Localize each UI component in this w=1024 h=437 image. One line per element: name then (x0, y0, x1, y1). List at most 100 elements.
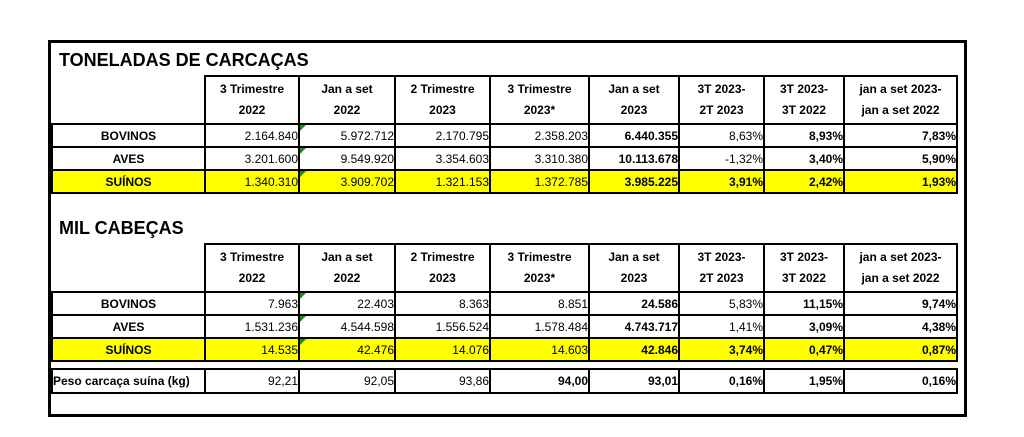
cell-value: 11,15% (802, 296, 843, 311)
cell-value: 9.549.920 (340, 151, 394, 166)
table-row: SUÍNOS 14.535 42.476 14.076 14.603 42.846 3,74… (51, 337, 958, 362)
error-flag-icon (301, 149, 306, 154)
cell-value: 4,38% (921, 319, 956, 334)
cell-value: 8,63% (728, 128, 763, 143)
data-cell: 9.549.920 (298, 146, 396, 171)
row-label: SUÍNOS (51, 337, 206, 362)
cell-value: 14.076 (452, 342, 489, 357)
column-header: 2 Trimestre 2023 (394, 75, 491, 125)
column-header: 3T 2023- 3T 2022 (763, 75, 845, 125)
data-cell: 3,74% (678, 337, 765, 362)
cell-value: 3,09% (808, 319, 843, 334)
table-mil-cabecas: 3 Trimestre 2022 Jan a set 2022 2 Trimestr… (51, 243, 958, 362)
cell-value: 7,83% (921, 128, 956, 143)
row-label: BOVINOS (51, 291, 206, 316)
data-cell: 5,90% (843, 146, 958, 171)
data-cell: 1.340.310 (204, 169, 300, 194)
data-cell: 94,00 (489, 368, 590, 394)
column-header: 3 Trimestre 2023* (489, 75, 590, 125)
data-cell: 1,41% (678, 314, 765, 339)
cell-value: 3,91% (728, 174, 763, 189)
column-header: 3T 2023- 2T 2023 (678, 75, 765, 125)
cell-value: 0,16% (921, 374, 956, 388)
cell-value: 2.164.840 (244, 128, 298, 143)
data-cell: 8.363 (394, 291, 491, 316)
footer-row: Peso carcaça suína (kg) 92,21 92,05 93,86 94… (51, 368, 958, 394)
cell-value: 1.556.524 (435, 319, 489, 334)
data-cell: 42.476 (298, 337, 396, 362)
error-flag-icon (301, 172, 306, 177)
data-cell: 1,93% (843, 169, 958, 194)
footer-row-label: Peso carcaça suína (kg) (51, 368, 206, 394)
cell-value: 1,41% (728, 319, 763, 334)
data-cell: 11,15% (763, 291, 845, 316)
data-cell: -1,32% (678, 146, 765, 171)
data-cell: 14.603 (489, 337, 590, 362)
cell-value: 94,00 (557, 374, 588, 388)
cell-value: 5.972.712 (340, 128, 394, 143)
data-cell: 2.358.203 (489, 123, 590, 148)
data-cell: 7.963 (204, 291, 300, 316)
data-cell: 42.846 (588, 337, 680, 362)
cell-value: 1.531.236 (244, 319, 298, 334)
column-header: 3T 2023- 2T 2023 (678, 243, 765, 293)
cell-value: 8.851 (557, 296, 588, 311)
cell-value: 3,40% (808, 151, 843, 166)
data-cell: 1.531.236 (204, 314, 300, 339)
data-cell: 1,95% (763, 368, 845, 394)
data-cell: 8.851 (489, 291, 590, 316)
data-cell: 0,16% (678, 368, 765, 394)
data-cell: 4,38% (843, 314, 958, 339)
data-cell: 24.586 (588, 291, 680, 316)
row-label: AVES (51, 146, 206, 171)
cell-value: -1,32% (724, 151, 763, 166)
cell-value: 1.372.785 (534, 174, 588, 189)
data-cell: 3.310.380 (489, 146, 590, 171)
cell-value: 5,83% (728, 296, 763, 311)
cell-value: 8,93% (808, 128, 843, 143)
cell-value: 3.985.225 (624, 174, 678, 189)
data-cell: 0,47% (763, 337, 845, 362)
error-flag-icon (301, 340, 306, 345)
data-cell: 22.403 (298, 291, 396, 316)
table-row: AVES 3.201.600 9.549.920 3.354.603 3.310.380… (51, 146, 958, 171)
cell-value: 3.201.600 (244, 151, 298, 166)
data-cell: 2,42% (763, 169, 845, 194)
column-header: 3T 2023- 3T 2022 (763, 243, 845, 293)
column-header: Jan a set 2022 (298, 243, 396, 293)
column-header: Jan a set 2022 (298, 75, 396, 125)
column-header: 3 Trimestre 2022 (204, 75, 300, 125)
column-header: 3 Trimestre 2022 (204, 243, 300, 293)
error-flag-icon (301, 317, 306, 322)
cell-value: 1.578.484 (534, 319, 588, 334)
row-label: SUÍNOS (51, 169, 206, 194)
data-cell: 5.972.712 (298, 123, 396, 148)
cell-value: 7.963 (267, 296, 298, 311)
cell-value: 0,16% (728, 374, 763, 388)
cell-value: 2.170.795 (435, 128, 489, 143)
cell-value: 93,86 (458, 374, 489, 388)
cell-value: 1,95% (808, 374, 843, 388)
table-row: BOVINOS 7.963 22.403 8.363 8.851 24.586 5,83% 1… (51, 291, 958, 316)
cell-value: 6.440.355 (624, 128, 678, 143)
cell-value: 10.113.678 (618, 151, 678, 166)
cell-value: 2.358.203 (534, 128, 588, 143)
column-header: Jan a set 2023 (588, 75, 680, 125)
data-cell: 3.201.600 (204, 146, 300, 171)
data-cell: 93,01 (588, 368, 680, 394)
column-header: 3 Trimestre 2023* (489, 243, 590, 293)
cell-value: 4.743.717 (624, 319, 678, 334)
error-flag-icon (301, 126, 306, 131)
header-row: 3 Trimestre 2022 Jan a set 2022 2 Trimestr… (52, 243, 958, 293)
data-cell: 2.170.795 (394, 123, 491, 148)
cell-value: 14.603 (551, 342, 588, 357)
table-row: BOVINOS 2.164.840 5.972.712 2.170.795 2.358.… (51, 123, 958, 148)
data-cell: 0,16% (843, 368, 958, 394)
cell-value: 1.340.310 (244, 174, 298, 189)
cell-value: 4.544.598 (340, 319, 394, 334)
data-cell: 0,87% (843, 337, 958, 362)
data-cell: 3,09% (763, 314, 845, 339)
data-cell: 92,05 (298, 368, 396, 394)
data-cell: 3,91% (678, 169, 765, 194)
